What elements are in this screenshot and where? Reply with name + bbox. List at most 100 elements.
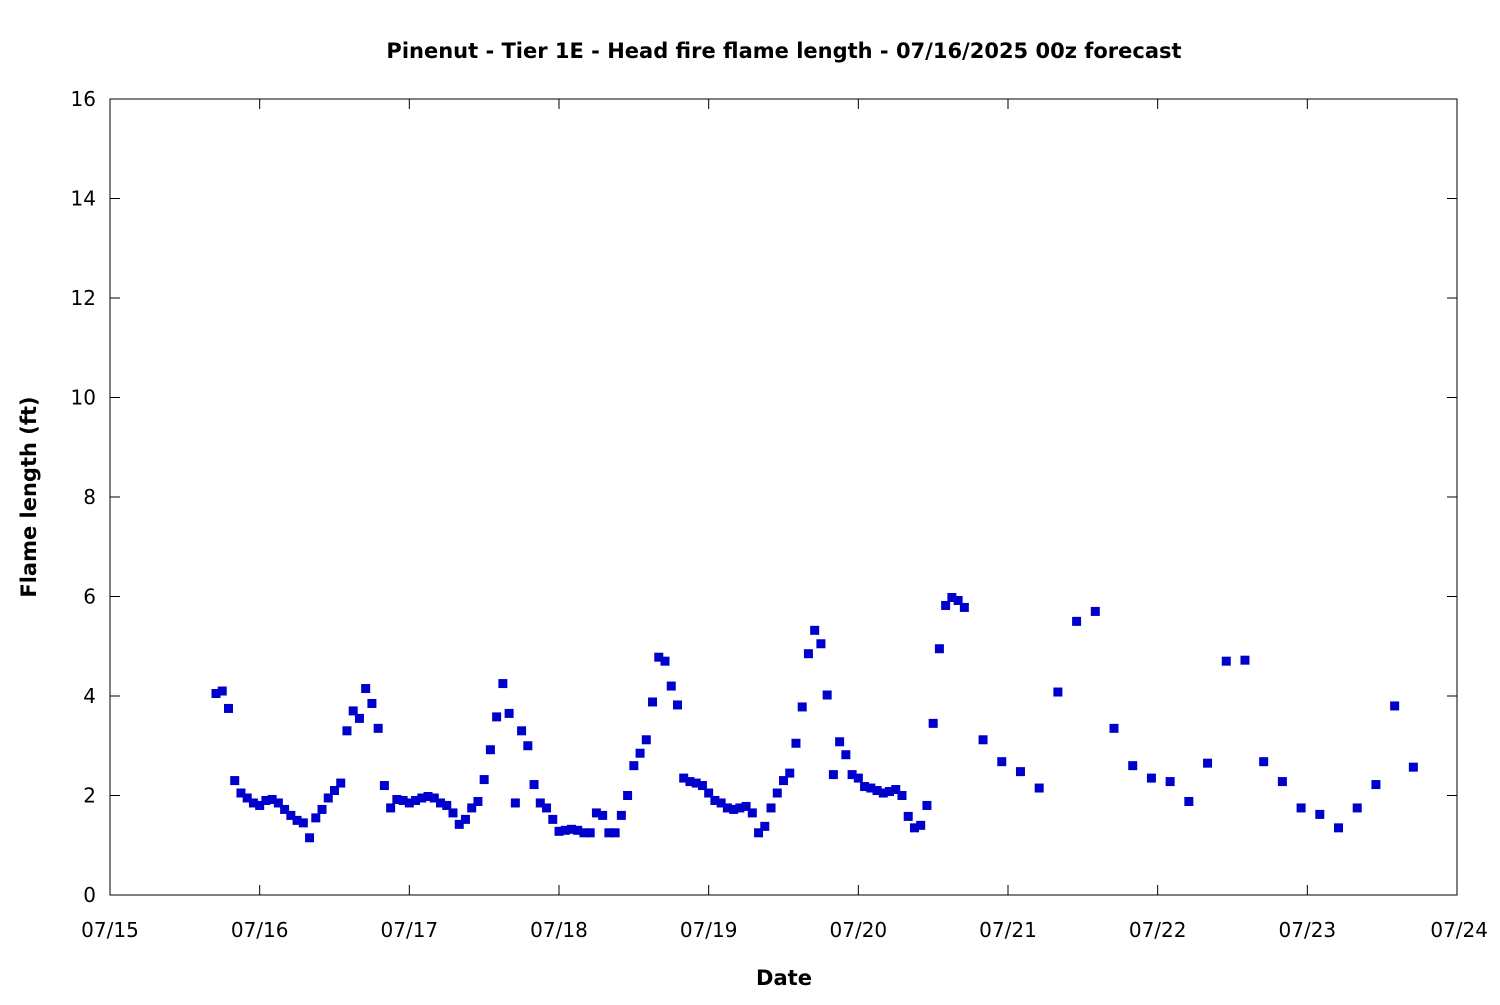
data-point [1315,809,1325,819]
data-point [1259,757,1269,767]
data-point [691,778,701,788]
data-point [729,804,739,814]
data-point [934,644,944,654]
data-point [791,738,801,748]
data-point [722,803,732,813]
data-point [897,791,907,800]
x-axis-label: Date [756,966,812,990]
data-point [959,602,969,612]
data-point [654,652,664,662]
data-point [342,726,352,736]
data-point [523,741,533,751]
data-point [978,735,988,745]
data-point [510,798,520,808]
data-point [292,815,302,825]
data-point [1390,701,1400,711]
data-point [485,745,495,755]
data-point [336,778,346,788]
data-point [953,595,963,605]
data-point [1277,777,1287,787]
data-point [417,793,427,803]
data-point [373,723,383,733]
data-point [1109,723,1119,733]
data-point [1371,780,1381,790]
data-point [1053,687,1063,697]
data-point [379,781,389,791]
data-point [785,768,795,778]
data-point [573,825,583,835]
data-point [828,770,838,780]
data-point [1203,758,1213,768]
data-point [810,625,820,635]
x-tick-label: 07/22 [1129,918,1187,942]
data-point [460,814,470,824]
data-point [585,828,595,838]
x-tick-label: 07/18 [530,918,588,942]
data-point [860,782,870,792]
data-point [330,786,339,796]
y-tick-label: 2 [83,784,96,808]
data-point [230,776,240,786]
data-point [1034,783,1044,793]
data-point [716,798,726,808]
data-point [211,689,221,699]
y-tick-label: 0 [83,883,96,907]
y-tick-label: 6 [83,585,96,609]
data-point [697,781,707,791]
data-point [286,810,296,820]
data-point [261,795,271,805]
x-tick-label: 07/20 [830,918,888,942]
data-point [223,703,233,713]
plot-area-frame [109,98,1458,896]
data-point [267,794,277,804]
data-point [754,828,764,838]
data-point [467,803,477,813]
data-point [623,791,633,800]
data-point [604,828,614,838]
y-axis-label: Flame length (ft) [17,396,41,597]
data-point [797,702,807,712]
data-point [735,803,745,813]
data-point [641,735,651,745]
data-point [429,793,439,803]
data-point [1072,616,1082,626]
data-point [803,649,813,659]
data-point [916,820,926,830]
data-point [941,600,951,610]
data-point [560,825,570,835]
data-point [997,757,1007,767]
chart-title: Pinenut - Tier 1E - Head fire flame leng… [386,39,1181,63]
data-point [685,777,695,787]
data-point [504,708,514,718]
data-point [305,833,315,843]
data-point [273,798,283,808]
data-point [448,808,458,818]
y-tick-label: 4 [83,684,96,708]
data-point [248,798,258,808]
data-point [492,712,502,722]
data-point [367,698,377,708]
data-points [211,592,1418,843]
x-tick-label: 07/16 [231,918,289,942]
data-point [1146,773,1156,783]
data-point [660,656,670,666]
data-point [648,697,658,707]
data-point [947,592,957,602]
data-point [361,684,371,694]
data-point [1128,761,1138,771]
data-point [741,801,751,811]
data-point [535,798,545,808]
data-point [1221,656,1231,666]
data-point [1090,606,1100,616]
data-point [398,795,408,805]
data-point [1184,796,1194,806]
data-point [548,814,558,824]
data-point [591,808,601,818]
data-point [436,798,446,808]
data-point [922,800,932,810]
data-point [404,798,414,808]
data-point [529,780,539,790]
data-point [554,826,564,836]
data-point [311,813,321,823]
